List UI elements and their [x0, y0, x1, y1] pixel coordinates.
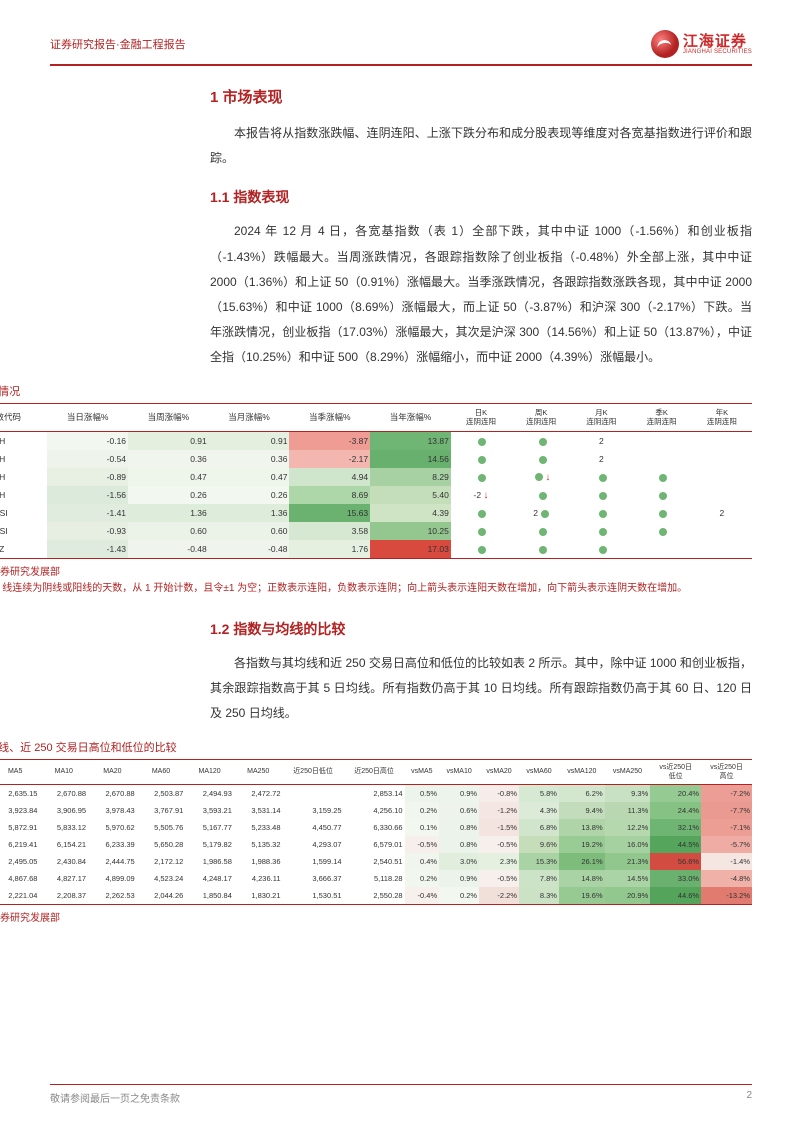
table-1-col: 季K连阴连阳 [632, 403, 692, 432]
table-2-col: vsMA250 [605, 759, 651, 784]
table-2-col: vs近250日低位 [650, 759, 701, 784]
table-row: 中证2000932000.CSI-1.411.361.3615.634.3922 [0, 504, 752, 522]
table-row: 创业板指399006.SZ-1.43-0.48-0.481.7617.03 [0, 540, 752, 559]
table-1-source: 数据来源：聚宽，江海证券研究发展部 [0, 563, 752, 578]
page-header: 证券研究报告·金融工程报告 江海证券 JIANGHAI SECURITIES [50, 30, 752, 66]
table-2-col: MA5 [0, 759, 39, 784]
table-2-col: MA60 [137, 759, 186, 784]
table-2: 指数名称收盘价MA5MA10MA20MA60MA120MA250近250日低位近… [0, 759, 752, 905]
table-2-col: MA10 [39, 759, 88, 784]
page-footer: 敬请参阅最后一页之免责条款 2 [50, 1084, 752, 1105]
table-2-caption: 表 2、各宽基指数与均线、近 250 交易日高位和低位的比较 [0, 739, 752, 755]
header-category: 证券研究报告·金融工程报告 [50, 36, 186, 52]
footer-disclaimer: 敬请参阅最后一页之免责条款 [50, 1090, 180, 1105]
logo-text-en: JIANGHAI SECURITIES [683, 49, 752, 55]
table-2-source: 数据来源：聚宽，江海证券研究发展部 [0, 909, 752, 924]
table-1-col: 当年涨幅% [370, 403, 451, 432]
table-row: 沪深3003,930.563,923.843,906.953,978.433,7… [0, 802, 752, 819]
table-2-col: vsMA20 [479, 759, 519, 784]
table-row: 中证全指000985.CSI-0.930.600.603.5810.25 [0, 522, 752, 540]
table-1-col: 年K连阴连阳 [692, 403, 752, 432]
table-2-col: vs近250日高位 [701, 759, 752, 784]
table-1: 指数名称指数代码当日涨幅%当周涨幅%当月涨幅%当季涨幅%当年涨幅%日K连阴连阳周… [0, 403, 752, 560]
table-row: 创业板指2,213.412,221.042,208.372,262.532,04… [0, 887, 752, 905]
table-2-col: vsMA120 [559, 759, 605, 784]
table-1-col: 月K连阴连阳 [571, 403, 631, 432]
section-1-1-para: 2024 年 12 月 4 日，各宽基指数（表 1）全部下跌，其中中证 1000… [210, 219, 752, 370]
table-2-col: 近250日高位 [344, 759, 405, 784]
table-row: 中证20002,504.512,495.052,430.842,444.752,… [0, 853, 752, 870]
table-row: 中证全指4,875.114,867.684,827.174,899.094,52… [0, 870, 752, 887]
table-row: 上证502,648.762,635.152,670.882,670.882,50… [0, 784, 752, 802]
table-row: 上证50000016.SH-0.160.910.91-3.8713.872 [0, 432, 752, 451]
table-row: 中证5005,877.295,872.915,833.125,970.625,5… [0, 819, 752, 836]
table-2-col: vsMA5 [405, 759, 440, 784]
table-2-col: MA20 [88, 759, 137, 784]
table-1-caption: 表 1、各宽基指数表现情况 [0, 383, 752, 399]
section-1-1-heading: 1.1 指数表现 [210, 187, 752, 207]
table-1-col: 当季涨幅% [289, 403, 370, 432]
logo-text-cn: 江海证券 [683, 34, 752, 49]
section-1-heading: 1 市场表现 [210, 86, 752, 107]
table-2-col: MA120 [185, 759, 234, 784]
table-2-col: vsMA10 [439, 759, 479, 784]
table-2-col: MA250 [234, 759, 283, 784]
section-1-2-heading: 1.2 指数与均线的比较 [210, 619, 752, 639]
table-1-col: 当月涨幅% [209, 403, 290, 432]
table-row: 中证1000000852.SH-1.560.260.268.695.40-2 ↓ [0, 486, 752, 504]
table-row: 沪深300000300.SH-0.540.360.36-2.1714.562 [0, 450, 752, 468]
company-logo: 江海证券 JIANGHAI SECURITIES [651, 30, 752, 58]
table-row: 中证500000905.SH-0.890.470.474.948.29 ↓ [0, 468, 752, 486]
table-1-col: 周K连阴连阳 [511, 403, 571, 432]
section-1-intro: 本报告将从指数涨跌幅、连阴连阳、上涨下跌分布和成分股表现等维度对各宽基指数进行评… [210, 121, 752, 171]
logo-icon [651, 30, 679, 58]
page-number: 2 [746, 1090, 752, 1105]
table-row: 中证10006,204.946,219.416,154.216,233.395,… [0, 836, 752, 853]
table-1-col: 当日涨幅% [47, 403, 128, 432]
table-1-col: 指数代码 [0, 403, 47, 432]
table-2-col: vsMA60 [519, 759, 559, 784]
table-1-note: 注：连阴连阳表示指数 K 线连续为阴线或阳线的天数，从 1 开始计数，且令±1 … [0, 581, 752, 597]
table-2-col: 近250日低位 [283, 759, 344, 784]
table-1-col: 日K连阴连阳 [451, 403, 511, 432]
table-1-col: 当周涨幅% [128, 403, 209, 432]
section-1-2-para: 各指数与其均线和近 250 交易日高位和低位的比较如表 2 所示。其中，除中证 … [210, 651, 752, 727]
